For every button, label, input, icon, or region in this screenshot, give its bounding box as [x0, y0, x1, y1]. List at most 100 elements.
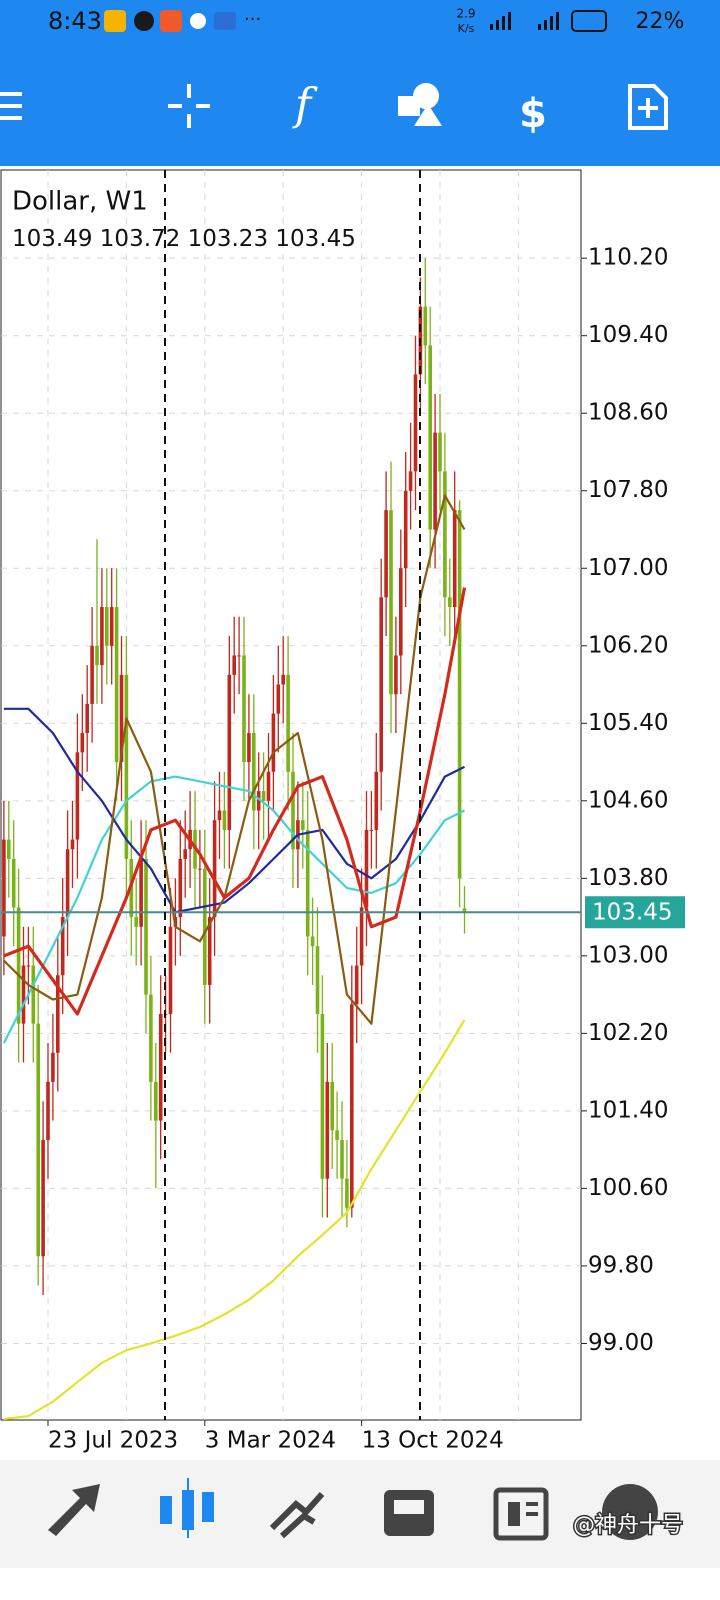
candle-body — [56, 975, 60, 1053]
candle-body — [119, 674, 124, 763]
candle-body — [114, 607, 119, 763]
candle-body — [413, 374, 418, 472]
candle-body — [266, 771, 271, 801]
app-icon — [134, 11, 154, 31]
candle-body — [227, 674, 232, 830]
trade-tab[interactable] — [269, 1492, 325, 1539]
candle-body — [345, 1178, 349, 1208]
candle-body — [305, 829, 310, 937]
ohlc-readout: 103.49 103.72 103.23 103.45 — [12, 226, 356, 252]
x-tick-label: 23 Jul 2023 — [48, 1428, 178, 1454]
candle-body — [16, 907, 21, 1024]
y-tick-label: 103.80 — [588, 865, 668, 891]
grid — [1, 170, 581, 1420]
candle-body — [232, 655, 236, 675]
candle-body — [448, 597, 452, 608]
net-unit: K/s — [458, 22, 475, 35]
candle-body — [310, 936, 315, 947]
candle-body — [178, 858, 183, 918]
candle-body — [60, 917, 65, 976]
high-value: 103.72 — [100, 226, 180, 252]
candle-body — [70, 839, 75, 850]
history-tab[interactable] — [384, 1490, 434, 1536]
candle-body — [330, 1081, 334, 1131]
candle-body — [350, 1004, 354, 1208]
moving-average-line — [3, 1019, 466, 1421]
candle-body — [2, 839, 6, 937]
candle-body — [203, 868, 207, 985]
candle-body — [51, 1052, 55, 1082]
candle-body — [252, 732, 256, 811]
chart-marks — [1, 258, 581, 1421]
more-icon: ··· — [244, 9, 261, 30]
y-tick-label: 102.20 — [588, 1020, 668, 1046]
candle-body — [149, 994, 153, 1082]
candle-body — [154, 1081, 158, 1121]
low-value: 103.23 — [188, 226, 268, 252]
candle-body — [354, 965, 359, 1005]
app-icon — [214, 12, 236, 30]
watermark: @神舟十号 — [573, 1513, 683, 1538]
candle-body — [340, 1139, 344, 1179]
candle-body — [144, 858, 148, 995]
candle-body — [36, 1023, 40, 1257]
battery-level: 22% — [636, 9, 685, 34]
candle-body — [374, 771, 379, 830]
candle-body — [261, 791, 266, 801]
plot-area — [0, 169, 582, 1421]
candle-body — [320, 1013, 325, 1179]
y-tick-label: 110.20 — [588, 245, 668, 271]
candle-body — [242, 655, 246, 763]
candle-body — [359, 907, 364, 966]
candle-body — [11, 858, 16, 908]
candle-body — [222, 810, 227, 830]
candle-body — [85, 703, 89, 733]
candle-body — [168, 926, 173, 1014]
candle-body — [41, 1139, 45, 1257]
y-tick-label: 109.40 — [588, 322, 668, 348]
y-tick-label: 103.00 — [588, 942, 668, 968]
objects-button[interactable] — [398, 83, 442, 126]
candle-body — [369, 829, 374, 831]
price-label-box — [585, 896, 685, 929]
open-value: 103.49 — [12, 226, 92, 252]
trade-button[interactable]: $ — [519, 91, 547, 137]
candle-body — [438, 432, 442, 472]
candle-body — [399, 568, 403, 656]
chart-tab[interactable] — [160, 1478, 214, 1538]
candle-body — [21, 965, 26, 1024]
candle-body — [286, 674, 290, 772]
quotes-tab[interactable] — [48, 1484, 100, 1536]
candle-body — [109, 607, 114, 646]
toolbar — [0, 40, 720, 166]
x-tick-label: 3 Mar 2024 — [205, 1428, 336, 1454]
candle-body — [408, 471, 413, 491]
y-tick-label: 104.60 — [588, 787, 668, 813]
candle-body — [281, 674, 285, 685]
crosshair-button[interactable] — [168, 84, 210, 128]
moving-average-line — [3, 707, 465, 914]
candle-body — [457, 510, 462, 879]
candle-body — [325, 1081, 330, 1179]
news-tab[interactable] — [493, 1487, 549, 1541]
app-icon — [160, 10, 182, 32]
candle-body — [315, 946, 320, 1014]
signal-icons — [490, 12, 559, 30]
battery-icon — [571, 10, 607, 32]
y-tick-label: 105.40 — [588, 710, 668, 736]
new-order-button[interactable] — [628, 84, 668, 130]
candle-body — [394, 655, 398, 695]
candle-body — [80, 732, 85, 753]
candle-body — [158, 1013, 163, 1121]
menu-button[interactable] — [0, 92, 22, 120]
candle-body — [75, 752, 80, 840]
app-icon — [104, 10, 126, 32]
candle-body — [462, 908, 467, 913]
moving-average-line — [2, 775, 465, 1044]
price-label: 103.45 — [592, 900, 672, 926]
y-tick-label: 100.60 — [588, 1175, 668, 1201]
candle-body — [100, 607, 104, 666]
net-speed: 2.9 — [456, 7, 475, 21]
chat-tab[interactable] — [602, 1484, 658, 1540]
